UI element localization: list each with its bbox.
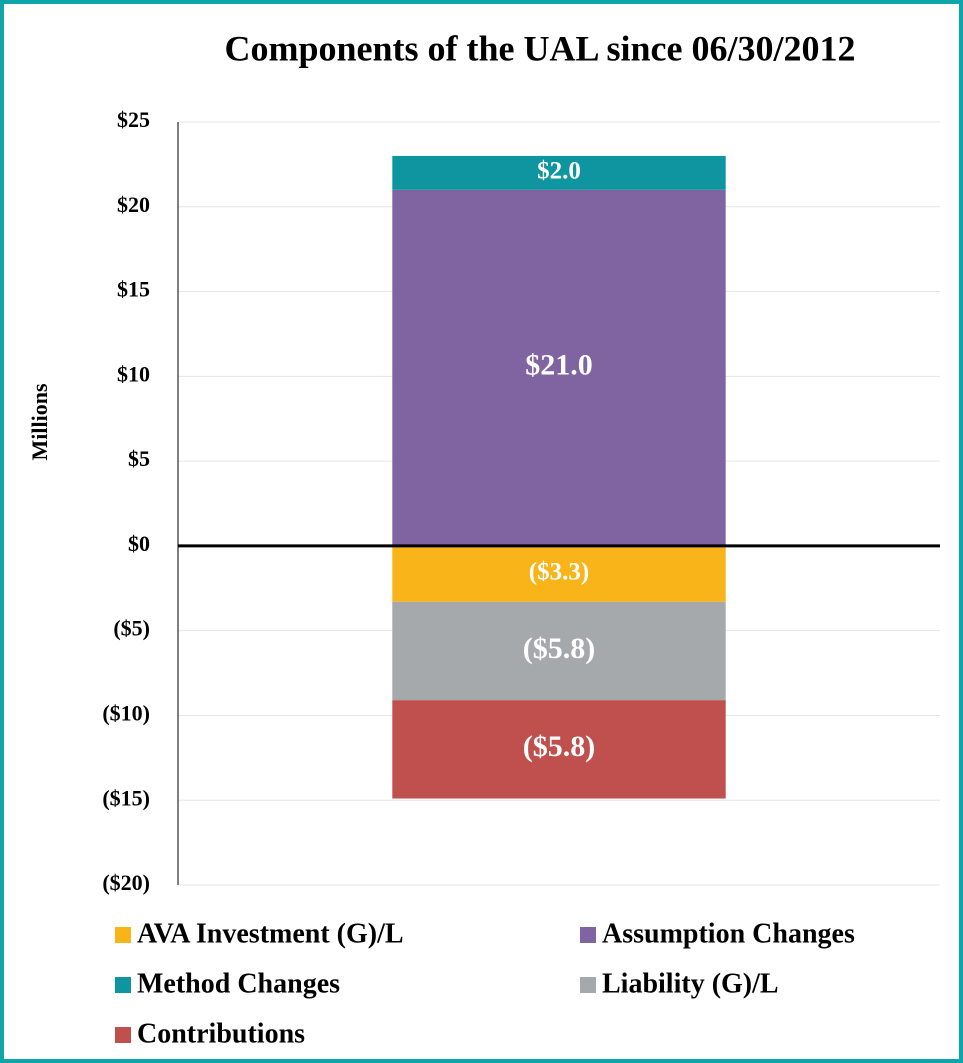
y-tick-label: $0 bbox=[128, 531, 150, 556]
legend-swatch bbox=[115, 977, 131, 993]
legend-label: Method Changes bbox=[137, 968, 340, 999]
y-tick-label: $10 bbox=[117, 361, 150, 386]
bar-segment bbox=[392, 700, 726, 799]
y-axis-label: Millions bbox=[27, 383, 52, 460]
data-label: ($5.8) bbox=[523, 730, 595, 763]
bar-segment bbox=[392, 155, 726, 190]
legend-label: Assumption Changes bbox=[602, 918, 855, 949]
legend-label: AVA Investment (G)/L bbox=[137, 918, 404, 949]
bar-segment bbox=[392, 601, 726, 701]
legend-swatch bbox=[115, 927, 131, 943]
bar-segment bbox=[392, 545, 726, 602]
y-tick-label: ($20) bbox=[102, 870, 150, 895]
data-label: ($3.3) bbox=[529, 559, 589, 586]
legend-label: Liability (G)/L bbox=[602, 968, 779, 999]
chart-title: Components of the UAL since 06/30/2012 bbox=[224, 28, 855, 68]
y-tick-label: $20 bbox=[117, 192, 150, 217]
y-tick-label: ($5) bbox=[113, 616, 150, 641]
legend-swatch bbox=[115, 1027, 131, 1043]
data-label: $21.0 bbox=[525, 349, 593, 382]
y-tick-label: $25 bbox=[117, 107, 150, 132]
legend-swatch bbox=[580, 977, 596, 993]
legend-label: Contributions bbox=[137, 1018, 305, 1049]
legend-swatch bbox=[580, 927, 596, 943]
y-tick-label: $5 bbox=[128, 446, 150, 471]
data-label: $2.0 bbox=[537, 158, 581, 185]
y-tick-label: $15 bbox=[117, 277, 150, 302]
y-tick-label: ($15) bbox=[102, 785, 150, 810]
bar-segment bbox=[392, 189, 726, 546]
y-tick-label: ($10) bbox=[102, 700, 150, 725]
data-label: ($5.8) bbox=[523, 632, 595, 665]
